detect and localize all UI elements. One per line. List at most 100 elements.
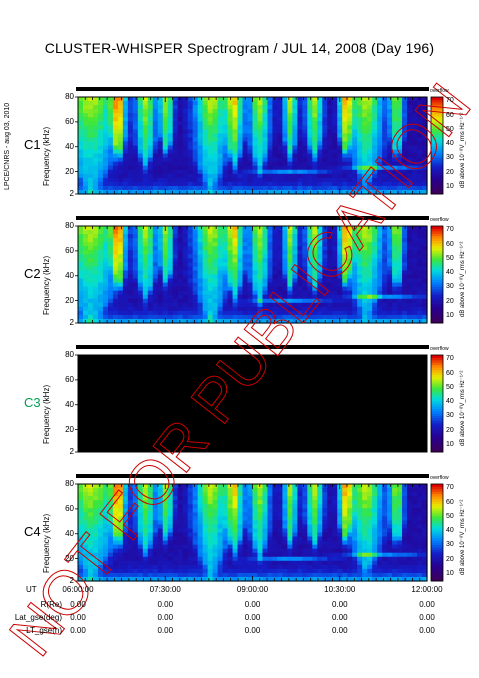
spectrogram-cell bbox=[257, 169, 264, 175]
spectrogram-cell bbox=[112, 306, 119, 312]
spectrogram-cell bbox=[352, 101, 358, 106]
spectrogram-cell bbox=[362, 226, 368, 231]
spectrogram-cell bbox=[317, 230, 323, 235]
spectrogram-cell bbox=[337, 169, 343, 175]
spectrogram-cell bbox=[92, 314, 99, 320]
spectrogram-cell bbox=[157, 310, 164, 316]
spectrogram-cell bbox=[232, 262, 239, 268]
spectrogram-cell bbox=[87, 149, 94, 155]
spectrogram-cell bbox=[257, 568, 264, 574]
spectrogram-cell bbox=[257, 149, 264, 155]
spectrogram-cell bbox=[367, 169, 373, 175]
spectrogram-cell bbox=[132, 149, 139, 155]
spectrogram-cell bbox=[257, 185, 264, 191]
spectrogram-cell bbox=[102, 492, 109, 497]
spectrogram-cell bbox=[302, 177, 308, 183]
spectrogram-cell bbox=[157, 306, 164, 312]
spectrogram-cell bbox=[232, 488, 239, 493]
spectrogram-cell bbox=[122, 105, 129, 110]
spectrogram-cell bbox=[182, 290, 189, 296]
spectrogram-cell bbox=[392, 129, 398, 134]
spectrogram-cell bbox=[357, 298, 363, 304]
spectrogram-cell bbox=[277, 125, 284, 130]
spectrogram-cell bbox=[267, 173, 274, 179]
spectrogram-cell bbox=[107, 310, 114, 316]
spectrogram-cell bbox=[142, 492, 149, 497]
spectrogram-cell bbox=[147, 230, 154, 235]
spectrogram-cell bbox=[117, 488, 124, 493]
spectrogram-cell bbox=[402, 129, 408, 134]
spectrogram-cell bbox=[317, 516, 323, 521]
spectrogram-cell bbox=[232, 266, 239, 272]
spectrogram-cell bbox=[412, 234, 418, 239]
spectrogram-cell bbox=[417, 165, 423, 171]
spectrogram-cell bbox=[182, 238, 189, 243]
spectrogram-cell bbox=[182, 508, 189, 513]
spectrogram-cell bbox=[422, 282, 428, 288]
spectrogram-cell bbox=[257, 528, 264, 534]
spectrogram-cell bbox=[287, 576, 293, 582]
spectrogram-cell bbox=[132, 528, 139, 534]
spectrogram-cell bbox=[207, 520, 214, 526]
spectrogram-cell bbox=[207, 250, 214, 255]
spectrogram-cell bbox=[127, 242, 134, 247]
spectrogram-cell bbox=[92, 125, 99, 130]
spectrogram-cell bbox=[102, 121, 109, 126]
spectrogram-cell bbox=[152, 125, 159, 130]
spectrogram-cell bbox=[407, 314, 413, 320]
spectrogram-cell bbox=[227, 153, 234, 159]
spectrogram-cell bbox=[82, 270, 89, 276]
colorbar-step bbox=[431, 157, 443, 161]
spectrogram-cell bbox=[152, 512, 159, 517]
spectrogram-cell bbox=[147, 540, 154, 546]
spectrogram-cell bbox=[257, 125, 264, 130]
spectrogram-cell bbox=[297, 314, 303, 320]
spectrogram-cell bbox=[202, 141, 209, 147]
spectrogram-cell bbox=[207, 540, 214, 546]
spectrogram-cell bbox=[187, 516, 194, 521]
spectrogram-cell bbox=[122, 282, 129, 288]
spectrogram-cell bbox=[152, 524, 159, 530]
spectrogram-cell bbox=[372, 306, 378, 312]
spectrogram-cell bbox=[97, 258, 104, 263]
spectrogram-cell bbox=[362, 270, 368, 276]
spectrogram-cell bbox=[302, 258, 308, 263]
spectrogram-cell bbox=[342, 149, 348, 155]
colorbar-step bbox=[431, 318, 443, 322]
spectrogram-cell bbox=[412, 105, 418, 110]
spectrogram-cell bbox=[82, 189, 89, 195]
spectrogram-cell bbox=[197, 286, 204, 292]
spectrogram-cell bbox=[152, 492, 159, 497]
spectrogram-cell bbox=[142, 314, 149, 320]
spectrogram-cell bbox=[272, 133, 279, 139]
spectrogram-cell bbox=[382, 258, 388, 263]
spectrogram-cell bbox=[352, 185, 358, 191]
spectrogram-cell bbox=[282, 125, 288, 130]
spectrogram-cell bbox=[377, 169, 383, 175]
spectrogram-cell bbox=[402, 254, 408, 259]
spectrogram-cell bbox=[257, 500, 264, 505]
spectrogram-cell bbox=[132, 298, 139, 304]
spectrogram-cell bbox=[137, 101, 144, 106]
spectrogram-cell bbox=[107, 181, 114, 187]
spectrogram-cell bbox=[362, 141, 368, 147]
spectrogram-cell bbox=[222, 524, 229, 530]
spectrogram-cell bbox=[152, 572, 159, 578]
spectrogram-cell bbox=[197, 173, 204, 179]
spectrogram-cell bbox=[197, 113, 204, 118]
spectrogram-cell bbox=[322, 548, 328, 554]
spectrogram-cell bbox=[257, 117, 264, 122]
spectrogram-cell bbox=[147, 109, 154, 114]
spectrogram-cell bbox=[207, 492, 214, 497]
spectrogram-cell bbox=[332, 242, 338, 247]
spectrogram-cell bbox=[122, 552, 129, 558]
spectrogram-cell bbox=[172, 234, 179, 239]
spectrogram-cell bbox=[382, 302, 388, 308]
spectrogram-cell bbox=[267, 121, 274, 126]
spectrogram-cell bbox=[302, 242, 308, 247]
spectrogram-cell bbox=[107, 484, 114, 489]
spectrogram-cell bbox=[172, 185, 179, 191]
spectrogram-cell bbox=[272, 306, 279, 312]
spectrogram-cell bbox=[107, 282, 114, 288]
colorbar-frame bbox=[430, 225, 444, 324]
